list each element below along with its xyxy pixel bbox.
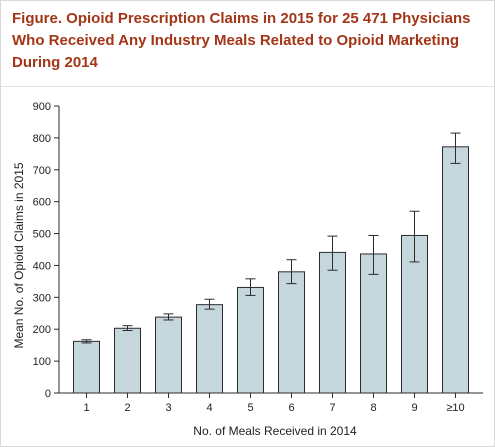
y-tick-label: 600	[33, 197, 51, 209]
bar	[196, 304, 223, 394]
bar	[114, 327, 141, 394]
bar	[442, 146, 469, 394]
bar	[237, 286, 264, 394]
y-tick-label: 500	[33, 229, 51, 241]
x-tick-label: 1	[83, 402, 89, 414]
y-tick-label: 800	[33, 133, 51, 145]
y-tick-label: 900	[33, 101, 51, 113]
x-tick-label: 3	[165, 402, 171, 414]
x-tick-label: 4	[206, 402, 212, 414]
bar	[278, 271, 305, 394]
x-tick-label: 8	[370, 402, 376, 414]
bar	[155, 316, 182, 394]
y-tick-label: 400	[33, 260, 51, 272]
bar-chart: Mean No. of Opioid Claims in 2015 No. of…	[12, 101, 483, 438]
chart-area: Mean No. of Opioid Claims in 2015 No. of…	[1, 87, 494, 446]
figure-title: Figure. Opioid Prescription Claims in 20…	[12, 10, 471, 71]
y-tick-label: 0	[45, 388, 51, 400]
x-tick-label: 6	[288, 402, 294, 414]
y-tick-label: 300	[33, 292, 51, 304]
x-tick-label: ≥10	[446, 402, 464, 414]
bar	[319, 251, 346, 394]
y-axis-title: Mean No. of Opioid Claims in 2015	[12, 162, 26, 348]
x-tick-label: 5	[247, 402, 253, 414]
x-tick-label: 2	[124, 402, 130, 414]
figure-title-area: Figure. Opioid Prescription Claims in 20…	[1, 1, 494, 87]
x-tick-label: 9	[411, 402, 417, 414]
bar	[360, 253, 387, 394]
y-tick-label: 100	[33, 356, 51, 368]
x-tick-label: 7	[329, 402, 335, 414]
x-axis-title: No. of Meals Received in 2014	[193, 424, 357, 438]
y-tick-label: 700	[33, 165, 51, 177]
bar	[73, 340, 100, 394]
y-tick-label: 200	[33, 324, 51, 336]
